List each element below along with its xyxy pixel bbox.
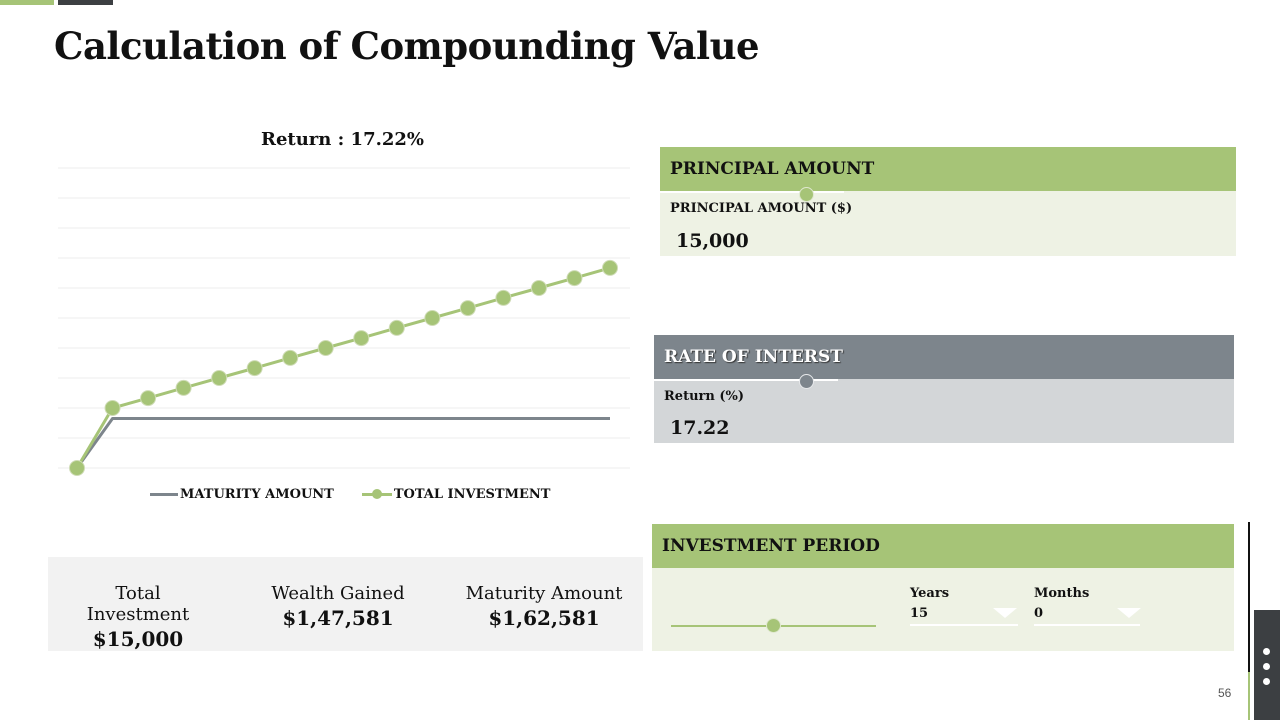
data-point-total-investment [530, 280, 547, 296]
legend-swatch-investment [361, 489, 392, 499]
data-point-total-investment [317, 340, 334, 356]
data-point-total-investment [388, 319, 405, 336]
principal-slider-track[interactable] [660, 191, 844, 193]
rate-body: Return (%) 17.22 [654, 374, 1234, 443]
data-point-total-investment [69, 460, 85, 476]
data-point-total-investment [495, 289, 512, 306]
maturity-amount-label: Maturity Amount [465, 583, 623, 604]
summary-wealth-gained: Wealth Gained $1,47,581 [268, 583, 408, 630]
principal-field-label: PRINCIPAL AMOUNT ($) [670, 201, 853, 216]
data-point-total-investment [566, 270, 583, 287]
data-point-total-investment [104, 400, 121, 416]
data-point-total-investment [175, 379, 192, 396]
legend-swatch-maturity [150, 493, 178, 496]
slide-title: Calculation of Compounding Value [54, 24, 760, 68]
period-slider-handle[interactable] [766, 618, 781, 633]
right-rail-accent [1248, 672, 1250, 720]
months-label: Months [1034, 586, 1090, 601]
total-investment-label: Total Investment [86, 583, 190, 625]
wealth-gained-label: Wealth Gained [271, 583, 405, 604]
years-underline [910, 624, 1018, 626]
slide-menu-button[interactable] [1254, 610, 1280, 720]
total-investment-value: $15,000 [92, 627, 184, 651]
chart-legend: MATURITY AMOUNT TOTAL INVESTMENT [150, 487, 578, 502]
data-point-total-investment [140, 390, 157, 407]
data-point-total-investment [602, 259, 618, 276]
menu-dot-icon [1263, 648, 1270, 655]
investment-period-card: INVESTMENT PERIOD Years 15 Months 0 [652, 524, 1234, 651]
principal-heading: PRINCIPAL AMOUNT [660, 147, 1236, 191]
menu-dot-icon [1263, 663, 1270, 670]
principal-slider-handle[interactable] [799, 187, 814, 202]
wealth-gained-value: $1,47,581 [282, 606, 394, 630]
principal-amount-card: PRINCIPAL AMOUNT PRINCIPAL AMOUNT ($) 15… [660, 147, 1236, 256]
rate-heading: RATE OF INTERST [654, 335, 1234, 379]
summary-panel: Total Investment $15,000 Wealth Gained $… [48, 557, 643, 651]
data-point-total-investment [353, 330, 370, 347]
legend-label-maturity: MATURITY AMOUNT [180, 487, 334, 502]
legend-label-investment: TOTAL INVESTMENT [393, 487, 551, 502]
summary-total-investment: Total Investment $15,000 [68, 583, 208, 651]
summary-maturity-amount: Maturity Amount $1,62,581 [464, 583, 624, 630]
period-body: Years 15 Months 0 [652, 568, 1234, 651]
months-underline [1034, 624, 1140, 626]
legend-item-maturity: MATURITY AMOUNT [150, 487, 334, 502]
rate-slider-handle[interactable] [799, 374, 814, 389]
maturity-amount-value: $1,62,581 [488, 606, 600, 630]
rate-field-label: Return (%) [664, 389, 745, 404]
data-point-total-investment [246, 360, 263, 377]
years-dropdown-icon[interactable] [993, 608, 1017, 618]
legend-item-investment: TOTAL INVESTMENT [361, 487, 551, 502]
top-accent-green [0, 0, 54, 5]
years-label: Years [910, 586, 950, 601]
menu-dot-icon [1263, 678, 1270, 685]
data-point-total-investment [211, 370, 228, 386]
principal-body: PRINCIPAL AMOUNT ($) 15,000 [660, 187, 1236, 256]
months-dropdown-icon[interactable] [1117, 608, 1141, 618]
chart-title: Return : 17.22% [260, 129, 425, 150]
period-heading: INVESTMENT PERIOD [652, 524, 1234, 568]
right-rail-line [1248, 522, 1250, 720]
rate-of-interest-card: RATE OF INTERST Return (%) 17.22 [654, 335, 1234, 443]
data-point-total-investment [282, 349, 299, 366]
principal-value[interactable]: 15,000 [676, 230, 749, 252]
data-point-total-investment [459, 300, 476, 317]
rate-value[interactable]: 17.22 [670, 417, 730, 439]
series-line-maturity-amount [75, 417, 610, 469]
top-accent-dark [58, 0, 113, 5]
series-line-total-investment [75, 266, 611, 469]
months-value[interactable]: 0 [1034, 606, 1044, 621]
data-point-total-investment [424, 310, 441, 326]
rate-slider-track[interactable] [654, 379, 838, 381]
years-value[interactable]: 15 [910, 606, 929, 621]
page-number: 56 [1218, 686, 1232, 700]
